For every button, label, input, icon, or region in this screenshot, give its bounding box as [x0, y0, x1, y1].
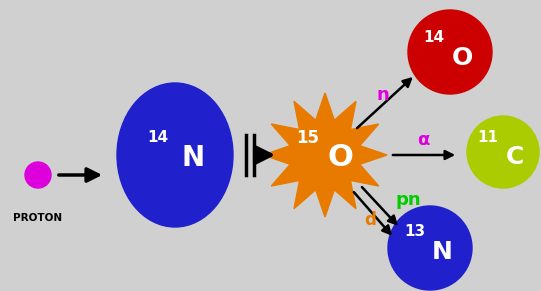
Text: 13: 13 — [405, 224, 426, 239]
Ellipse shape — [117, 83, 233, 227]
Ellipse shape — [467, 116, 539, 188]
Ellipse shape — [408, 10, 492, 94]
Text: PROTON: PROTON — [14, 213, 63, 223]
Text: α: α — [417, 131, 429, 149]
Text: pn: pn — [395, 191, 421, 209]
Polygon shape — [263, 93, 387, 217]
Text: n: n — [377, 86, 390, 104]
Text: O: O — [451, 46, 473, 70]
Text: N: N — [181, 144, 204, 172]
Text: 15: 15 — [296, 129, 320, 147]
Ellipse shape — [388, 206, 472, 290]
Text: 14: 14 — [148, 130, 169, 146]
Ellipse shape — [25, 162, 51, 188]
Text: N: N — [432, 240, 452, 264]
Text: C: C — [506, 145, 524, 169]
Text: O: O — [327, 143, 353, 173]
Text: 14: 14 — [424, 29, 445, 45]
Text: 11: 11 — [478, 129, 498, 145]
Text: d: d — [364, 211, 376, 229]
